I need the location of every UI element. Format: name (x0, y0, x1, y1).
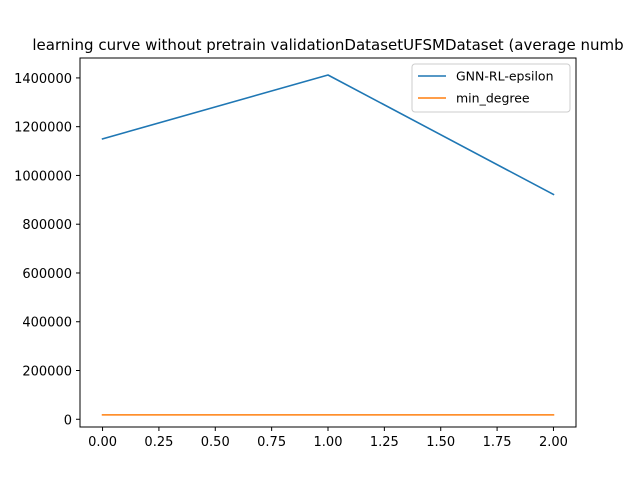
y-tick-label: 1400000 (14, 72, 72, 87)
y-tick-label: 600000 (22, 267, 72, 282)
series-line-GNN-RL-epsilon (101, 74, 555, 196)
x-tick-label: 1.00 (314, 435, 343, 450)
x-tick-label: 0.00 (88, 435, 117, 450)
y-tick-label: 400000 (22, 316, 72, 331)
legend-label: min_degree (456, 91, 530, 106)
axes-frame (79, 57, 577, 428)
x-tick-label: 0.50 (201, 435, 230, 450)
y-tick-label: 200000 (22, 365, 72, 380)
chart-title: learning curve without pretrain validati… (32, 36, 623, 54)
x-tick-label: 1.50 (426, 435, 455, 450)
y-tick-label: 800000 (22, 218, 72, 233)
legend-box (411, 63, 571, 113)
legend-label: GNN-RL-epsilon (456, 69, 554, 84)
x-tick-label: 1.75 (483, 435, 512, 450)
x-tick-label: 2.00 (539, 435, 568, 450)
y-tick-label: 0 (64, 413, 72, 428)
series-layer (101, 74, 555, 416)
x-tick-label: 0.25 (144, 435, 173, 450)
y-tick-label: 1000000 (14, 169, 72, 184)
x-tick-label: 1.25 (370, 435, 399, 450)
legend: GNN-RL-epsilon min_degree (411, 63, 571, 113)
x-tick-label: 0.75 (257, 435, 286, 450)
axes: 0.00 0.25 0.50 0.75 1.00 1.25 1.50 1.75 2.00 0 200… (14, 57, 577, 450)
y-tick-label: 1200000 (14, 121, 72, 136)
